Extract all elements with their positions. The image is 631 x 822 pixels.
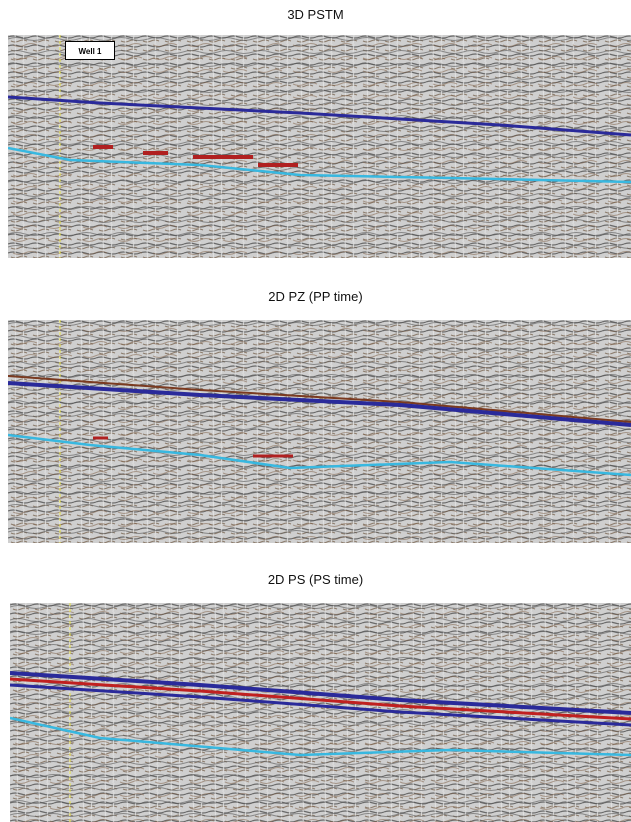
well-label: Well 1	[65, 41, 115, 60]
panel-title: 2D PZ (PP time)	[268, 289, 363, 304]
panel-title: 3D PSTM	[287, 7, 344, 22]
panel-title: 2D PS (PS time)	[267, 572, 364, 587]
seismic-section	[8, 320, 631, 543]
seismic-section	[8, 35, 631, 258]
seismic-section	[10, 603, 631, 822]
